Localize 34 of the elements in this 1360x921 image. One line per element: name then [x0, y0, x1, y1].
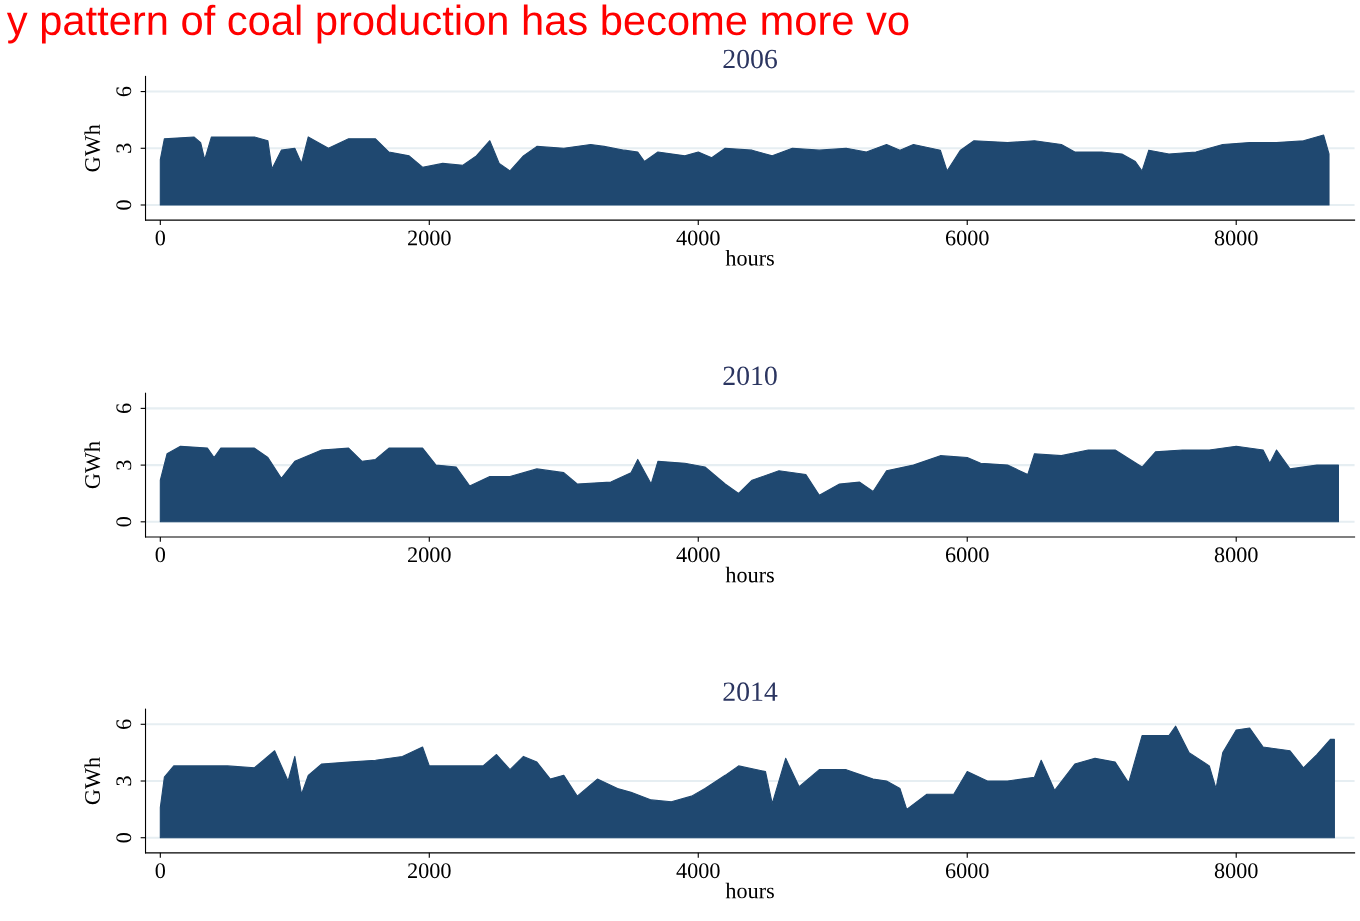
x-axis-title: hours: [725, 566, 774, 583]
x-axis-title: hours: [725, 249, 774, 266]
x-tick-label: 4000: [676, 230, 720, 246]
y-tick-label: 0: [116, 517, 132, 527]
x-tick-label: 0: [155, 547, 166, 563]
chart-title: 2006: [723, 49, 777, 69]
x-tick-label: 6000: [945, 230, 989, 246]
x-tick-label: 0: [155, 863, 166, 879]
y-axis-title: GWh: [84, 441, 101, 489]
x-tick-label: 2000: [408, 230, 451, 246]
x-tick-label: 6000: [945, 863, 989, 879]
chart-title: 2014: [723, 682, 778, 702]
x-tick-label: 2000: [408, 863, 451, 879]
y-tick-label: 3: [116, 776, 132, 786]
x-tick-label: 4000: [676, 863, 720, 879]
chart-title: 2010: [723, 366, 777, 386]
y-tick-label: 0: [116, 833, 132, 843]
text: y pattern of coal production has become more vo: [6, 4, 909, 44]
x-tick-label: 8000: [1214, 230, 1258, 246]
x-tick-label: 0: [155, 230, 166, 246]
x-tick-label: 6000: [945, 547, 989, 563]
y-tick-label: 6: [116, 86, 132, 97]
y-tick-label: 3: [116, 460, 132, 470]
y-axis-title: GWh: [84, 124, 101, 172]
y-tick-label: 6: [116, 719, 132, 729]
x-tick-label: 8000: [1214, 547, 1258, 563]
x-tick-label: 4000: [676, 547, 720, 563]
x-tick-label: 8000: [1214, 863, 1258, 879]
y-tick-label: 3: [116, 143, 132, 153]
x-tick-label: 2000: [408, 547, 451, 563]
y-tick-label: 0: [116, 200, 132, 210]
x-axis-title: hours: [725, 882, 774, 899]
y-axis-title: GWh: [84, 757, 101, 805]
y-tick-label: 6: [116, 403, 132, 413]
